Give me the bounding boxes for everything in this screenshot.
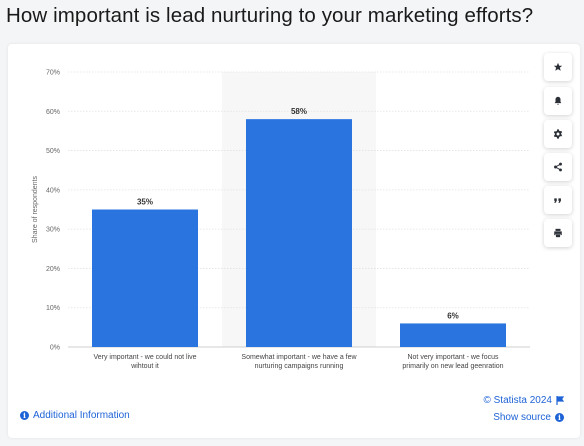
show-source-label: Show source: [493, 412, 551, 423]
y-tick-label: 60%: [46, 109, 60, 116]
data-labels: 35% 58% 6%: [137, 107, 459, 320]
print-icon: [554, 228, 562, 238]
copyright-link[interactable]: © Statista 2024: [483, 395, 564, 406]
y-axis-label: Share of respondents: [32, 176, 39, 243]
quote-icon: [554, 198, 561, 203]
gear-icon: [553, 129, 563, 139]
y-tick-label: 30%: [46, 227, 60, 234]
y-tick-label: 70%: [46, 70, 60, 77]
settings-button[interactable]: [544, 120, 572, 148]
additional-information-link[interactable]: i Additional Information: [20, 410, 130, 421]
additional-information-label: Additional Information: [33, 410, 130, 421]
page-title: How important is lead nurturing to your …: [6, 4, 534, 27]
bar[interactable]: [400, 323, 506, 347]
show-source-link[interactable]: Show source i: [493, 412, 564, 423]
cite-button[interactable]: [544, 186, 572, 214]
x-tick-label: Very important - we could not live: [93, 354, 196, 361]
data-label: 58%: [291, 107, 307, 116]
notification-button[interactable]: [544, 87, 572, 115]
favorite-button[interactable]: [544, 53, 572, 81]
share-icon: [554, 162, 562, 172]
bell-icon: [554, 96, 562, 105]
bars: [92, 119, 506, 348]
star-icon: [553, 62, 563, 71]
y-tick-label: 10%: [46, 305, 60, 312]
x-tick-label: nurturing campaigns running: [255, 363, 344, 370]
data-label: 35%: [137, 198, 153, 207]
x-tick-label: Not very important - we focus: [407, 354, 499, 361]
y-tick-label: 50%: [46, 148, 60, 155]
bar[interactable]: [246, 119, 352, 348]
info-icon: i: [20, 411, 29, 420]
y-tick-label: 0%: [50, 345, 60, 352]
x-tick-label: wihtout it: [130, 363, 159, 370]
y-axis-ticks: 0% 10% 20% 30% 40% 50% 60% 70%: [46, 70, 60, 352]
x-tick-label: primarily on new lead geenration: [402, 363, 503, 370]
x-axis-ticks: Very important - we could not live wihtou…: [93, 354, 503, 370]
print-button[interactable]: [544, 219, 572, 247]
data-label: 6%: [447, 311, 459, 320]
bar[interactable]: [92, 209, 198, 348]
x-tick-label: Somewhat important - we have a few: [241, 354, 357, 361]
y-tick-label: 20%: [46, 266, 60, 273]
y-tick-label: 40%: [46, 187, 60, 194]
flag-icon: [556, 396, 564, 405]
info-icon: i: [555, 413, 564, 422]
copyright-label: © Statista 2024: [483, 395, 552, 406]
share-button[interactable]: [544, 153, 572, 181]
